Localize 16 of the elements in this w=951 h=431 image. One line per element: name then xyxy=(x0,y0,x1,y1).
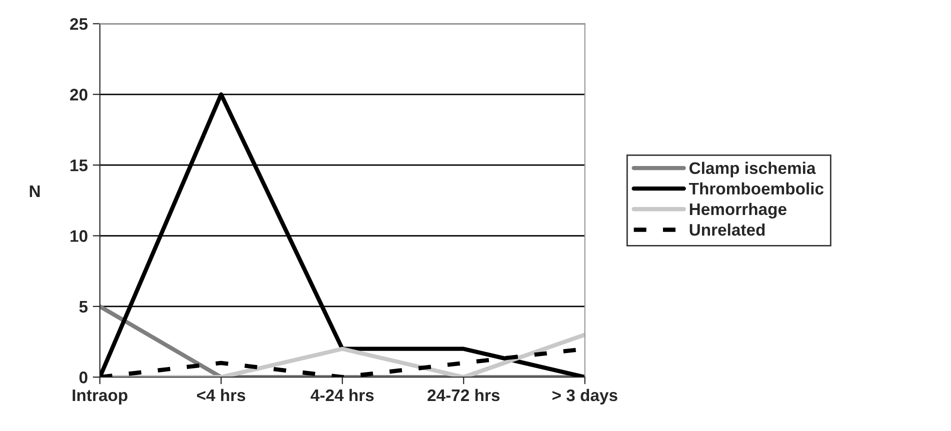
y-tick-label: 5 xyxy=(79,301,88,313)
x-tick-label: Intraop xyxy=(72,390,128,404)
legend-label: Clamp ischemia xyxy=(690,162,816,178)
y-tick-label: 10 xyxy=(70,230,88,242)
legend-label: Thromboembolic xyxy=(689,182,824,195)
y-tick-label: 15 xyxy=(70,160,88,172)
x-tick-label: > 3 days xyxy=(552,388,618,404)
x-tick-label: 4-24 hrs xyxy=(310,388,374,402)
y-tick-label: 20 xyxy=(70,88,88,101)
x-tick-label: <4 hrs xyxy=(197,388,246,402)
x-tick-label: 24-72 hrs xyxy=(428,388,500,402)
legend-label: Unrelated xyxy=(690,223,765,236)
y-tick-label: 25 xyxy=(70,18,88,30)
y-tick-label: 0 xyxy=(79,372,88,384)
legend-label: Hemorrhage xyxy=(690,202,786,218)
y-axis-title: N xyxy=(30,185,40,197)
